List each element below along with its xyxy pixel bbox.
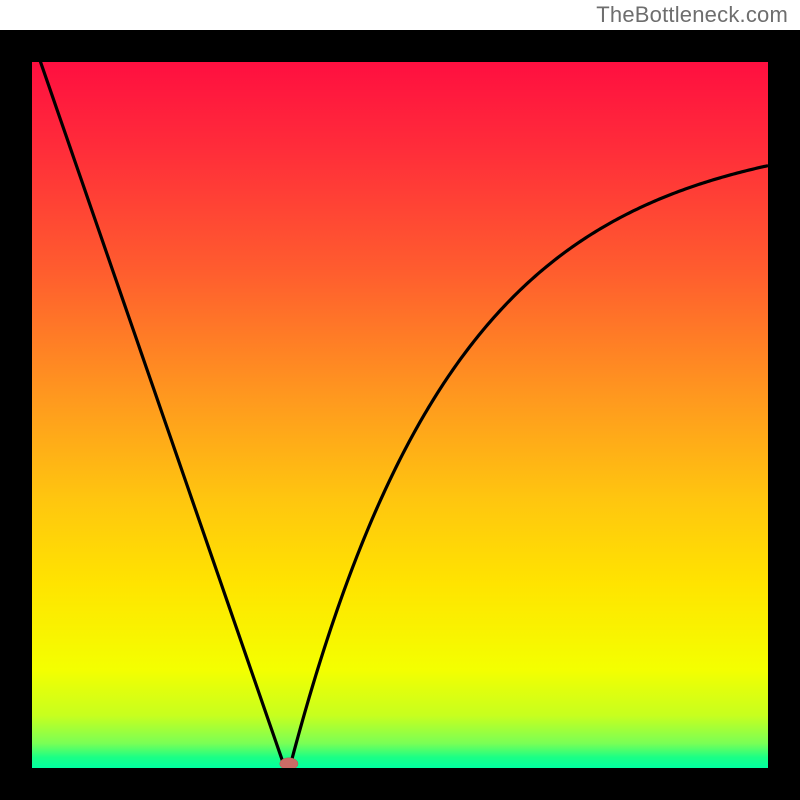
chart-root: TheBottleneck.com: [0, 0, 800, 800]
chart-svg: [0, 30, 800, 800]
optimal-point-marker: [280, 758, 298, 770]
chart-frame: [0, 30, 800, 800]
chart-background: [32, 62, 768, 768]
watermark-text: TheBottleneck.com: [596, 2, 788, 28]
